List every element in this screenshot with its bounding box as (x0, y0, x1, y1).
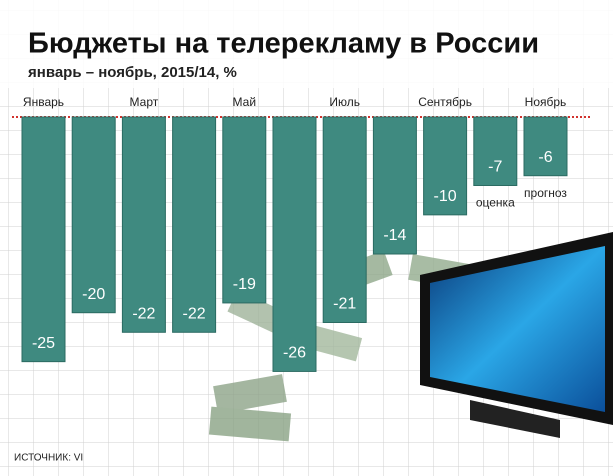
chart-subtitle: январь – ноябрь, 2015/14, % (28, 64, 237, 81)
value-label: -19 (233, 276, 256, 293)
bar (222, 116, 267, 304)
source-note: ИСТОЧНИК: VI (14, 453, 83, 464)
value-label: -21 (333, 296, 356, 313)
value-label: -14 (383, 227, 406, 244)
x-tick-label: Июль (329, 95, 360, 109)
bar (172, 116, 217, 333)
value-label: -22 (183, 306, 206, 323)
x-tick-label: Март (130, 95, 159, 109)
value-label: -22 (132, 306, 155, 323)
value-label: -7 (488, 159, 502, 176)
value-label: -6 (538, 149, 552, 166)
x-tick-label: Сентябрь (418, 95, 472, 109)
bar (121, 116, 166, 333)
bar (423, 116, 468, 216)
x-tick-label: Январь (23, 95, 64, 109)
header-bg (0, 0, 613, 88)
value-label: -10 (434, 188, 457, 205)
bar (523, 116, 568, 177)
x-tick-label: Май (233, 95, 257, 109)
tv-decoration (420, 232, 613, 438)
value-label: -26 (283, 345, 306, 362)
bar (322, 116, 367, 323)
bar (71, 116, 116, 314)
bar (473, 116, 518, 186)
bar (372, 116, 417, 255)
annotation: прогноз (524, 186, 567, 200)
chart-title: Бюджеты на телерекламу в России (28, 28, 539, 60)
bar (21, 116, 66, 363)
value-label: -25 (32, 335, 55, 352)
bar (272, 116, 317, 372)
x-tick-label: Ноябрь (525, 95, 567, 109)
annotation: оценка (476, 196, 515, 210)
value-label: -20 (82, 286, 105, 303)
